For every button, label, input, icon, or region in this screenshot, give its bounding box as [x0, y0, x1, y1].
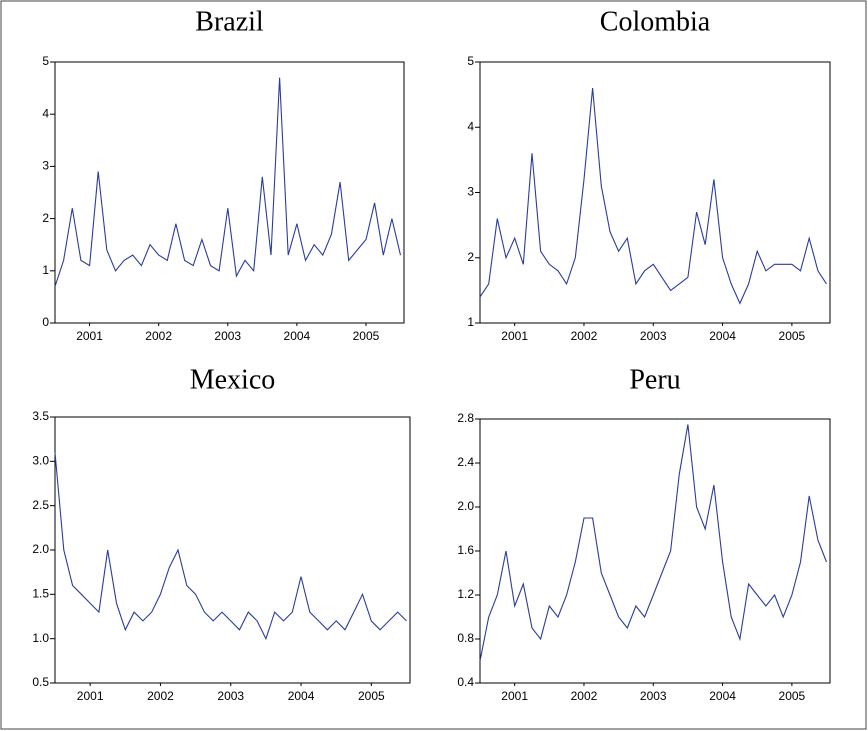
y-tick-label: 1 [467, 315, 474, 329]
x-tick-label: 2002 [147, 689, 174, 703]
y-tick-label: 2.0 [457, 499, 474, 513]
x-tick-label: 2002 [571, 329, 598, 343]
y-tick-label: 5 [467, 54, 474, 68]
plot-area [54, 61, 405, 324]
x-tick-label: 2004 [709, 329, 736, 343]
y-tick-label: 0 [42, 315, 49, 329]
chart-title: Mexico [190, 364, 276, 395]
y-tick-label: 2 [467, 250, 474, 264]
y-tick-label: 1.2 [457, 587, 474, 601]
x-tick-label: 2001 [501, 689, 528, 703]
x-tick-label: 2003 [214, 329, 241, 343]
data-line [54, 77, 402, 287]
y-tick-label: 0.4 [457, 675, 474, 689]
y-tick-label: 2.4 [457, 455, 474, 469]
x-tick-label: 2005 [358, 689, 385, 703]
x-tick-label: 2005 [779, 329, 806, 343]
chart-title: Peru [629, 364, 680, 395]
y-tick-label: 5 [42, 54, 49, 68]
x-tick-label: 2001 [501, 329, 528, 343]
x-tick-label: 2004 [284, 329, 311, 343]
x-tick-label: 2003 [640, 689, 667, 703]
y-tick-label: 2.8 [457, 411, 474, 425]
x-tick-label: 2002 [571, 689, 598, 703]
plot-area [479, 61, 831, 324]
y-tick-label: 3.5 [32, 409, 49, 423]
x-tick-label: 2004 [709, 689, 736, 703]
y-tick-label: 1.5 [32, 587, 49, 601]
y-tick-label: 1.6 [457, 543, 474, 557]
y-tick-label: 0.5 [32, 675, 49, 689]
x-tick-label: 2002 [145, 329, 172, 343]
data-line [479, 88, 827, 305]
y-tick-label: 3 [42, 159, 49, 173]
plot-area [479, 418, 831, 684]
y-tick-label: 0.8 [457, 631, 474, 645]
chart-title: Colombia [600, 6, 711, 37]
x-tick-label: 2005 [353, 329, 380, 343]
y-tick-label: 2.0 [32, 542, 49, 556]
y-tick-label: 2.5 [32, 498, 49, 512]
y-tick-label: 2 [42, 211, 49, 225]
y-tick-label: 1 [42, 263, 49, 277]
x-tick-label: 2005 [779, 689, 806, 703]
data-line [54, 452, 407, 641]
data-line [479, 424, 828, 662]
chart-title: Brazil [195, 6, 264, 37]
plot-area [54, 416, 411, 684]
x-tick-label: 2003 [640, 329, 667, 343]
y-tick-label: 4 [467, 119, 474, 133]
y-tick-label: 4 [42, 106, 49, 120]
x-tick-label: 2003 [217, 689, 244, 703]
x-tick-label: 2004 [288, 689, 315, 703]
y-tick-label: 3.0 [32, 454, 49, 468]
x-tick-label: 2001 [76, 329, 103, 343]
x-tick-label: 2001 [77, 689, 104, 703]
y-tick-label: 3 [467, 185, 474, 199]
y-tick-label: 1.0 [32, 631, 49, 645]
